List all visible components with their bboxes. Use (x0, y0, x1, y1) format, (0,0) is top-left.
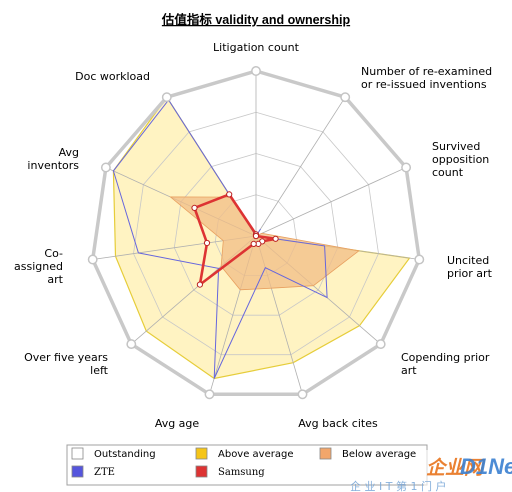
legend-swatch (195, 465, 208, 478)
samsung-point (203, 239, 211, 247)
axis-label: Avg inventors (27, 146, 79, 172)
samsung-point (196, 281, 203, 288)
samsung-point (226, 191, 233, 198)
axis-label: Survived opposition count (432, 140, 489, 179)
legend-swatch (71, 465, 84, 478)
plot-area (87, 66, 425, 400)
svg-text:企业网: 企业网 (426, 457, 486, 479)
axis-label: Avg age (155, 417, 200, 430)
chart-title: 估值指标 validity and ownership (161, 12, 351, 27)
axis-label: Number of re-examined or re-issued invent… (361, 65, 492, 91)
legend-swatch (195, 447, 208, 460)
svg-text:D1Net: D1Net (460, 454, 512, 479)
legend-label: Above average (218, 449, 294, 460)
legend-swatch (319, 447, 332, 460)
grid-ring (133, 111, 379, 356)
axis-labels: Litigation count Number of re-examined or … (14, 41, 493, 430)
watermark-logo: 企业网D1Net 企 业 I T 第 1 门 户 (350, 450, 512, 492)
outer-frame (90, 69, 422, 397)
legend-swatch (71, 447, 84, 460)
vertex-marker (126, 339, 137, 350)
vertex-marker (100, 162, 111, 173)
axis-label: Over five years left (24, 351, 109, 377)
axis-label: Co-assigned art (14, 247, 64, 286)
legend-label: Samsung (218, 467, 265, 478)
vertex-marker (251, 66, 261, 76)
legend: Outstanding Above average Below average ZTE… (66, 444, 428, 486)
axis-label: Uncited prior art (447, 254, 493, 280)
svg-text:企 业 I T 第 1 门 户: 企 业 I T 第 1 门 户 (350, 479, 446, 492)
axis-label: Copending prior art (401, 351, 490, 377)
vertex-marker (401, 162, 412, 173)
samsung-point (252, 232, 260, 240)
axis-spoke (255, 96, 346, 237)
vertex-marker (161, 92, 172, 103)
samsung-point (191, 204, 198, 211)
vertex-marker (414, 254, 425, 265)
axis-label: Avg back cites (298, 417, 378, 430)
vertex-marker (375, 339, 386, 350)
samsung-point (272, 235, 279, 242)
legend-label: ZTE (94, 467, 115, 478)
axis-label: Doc workload (75, 70, 150, 83)
axis-spoke (255, 167, 407, 237)
legend-box (66, 444, 428, 486)
vertex-marker (204, 389, 215, 400)
samsung-point (250, 240, 257, 247)
vertex-marker (297, 389, 308, 400)
legend-label: Outstanding (94, 449, 156, 460)
vertex-marker (87, 254, 98, 265)
band-below-average (169, 196, 360, 291)
legend-label: Below average (342, 449, 416, 460)
grid-ring (173, 153, 339, 316)
axis-label: Litigation count (213, 41, 300, 54)
vertex-marker (340, 92, 351, 103)
